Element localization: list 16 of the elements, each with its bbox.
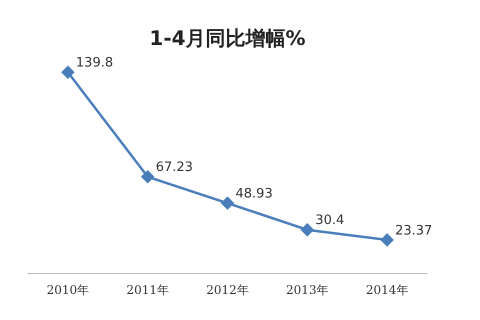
point (221, 196, 234, 210)
point (301, 224, 314, 236)
data-label: 30.4 (315, 213, 344, 228)
chart-title: 1-4月同比增幅% (149, 26, 306, 50)
point (62, 66, 74, 79)
x-tick-label: 2011年 (126, 282, 169, 297)
point (380, 234, 394, 246)
data-label: 139.8 (76, 56, 114, 71)
data-label: 67.23 (156, 160, 193, 176)
x-tick-label: 2014年 (366, 282, 408, 297)
x-tick-label: 2012年 (206, 282, 249, 297)
data-label: 48.93 (236, 186, 273, 202)
x-tick-label: 2013年 (286, 282, 329, 297)
point (141, 170, 154, 184)
data-label: 23.37 (395, 223, 432, 238)
x-tick-label: 2010年 (46, 282, 90, 297)
